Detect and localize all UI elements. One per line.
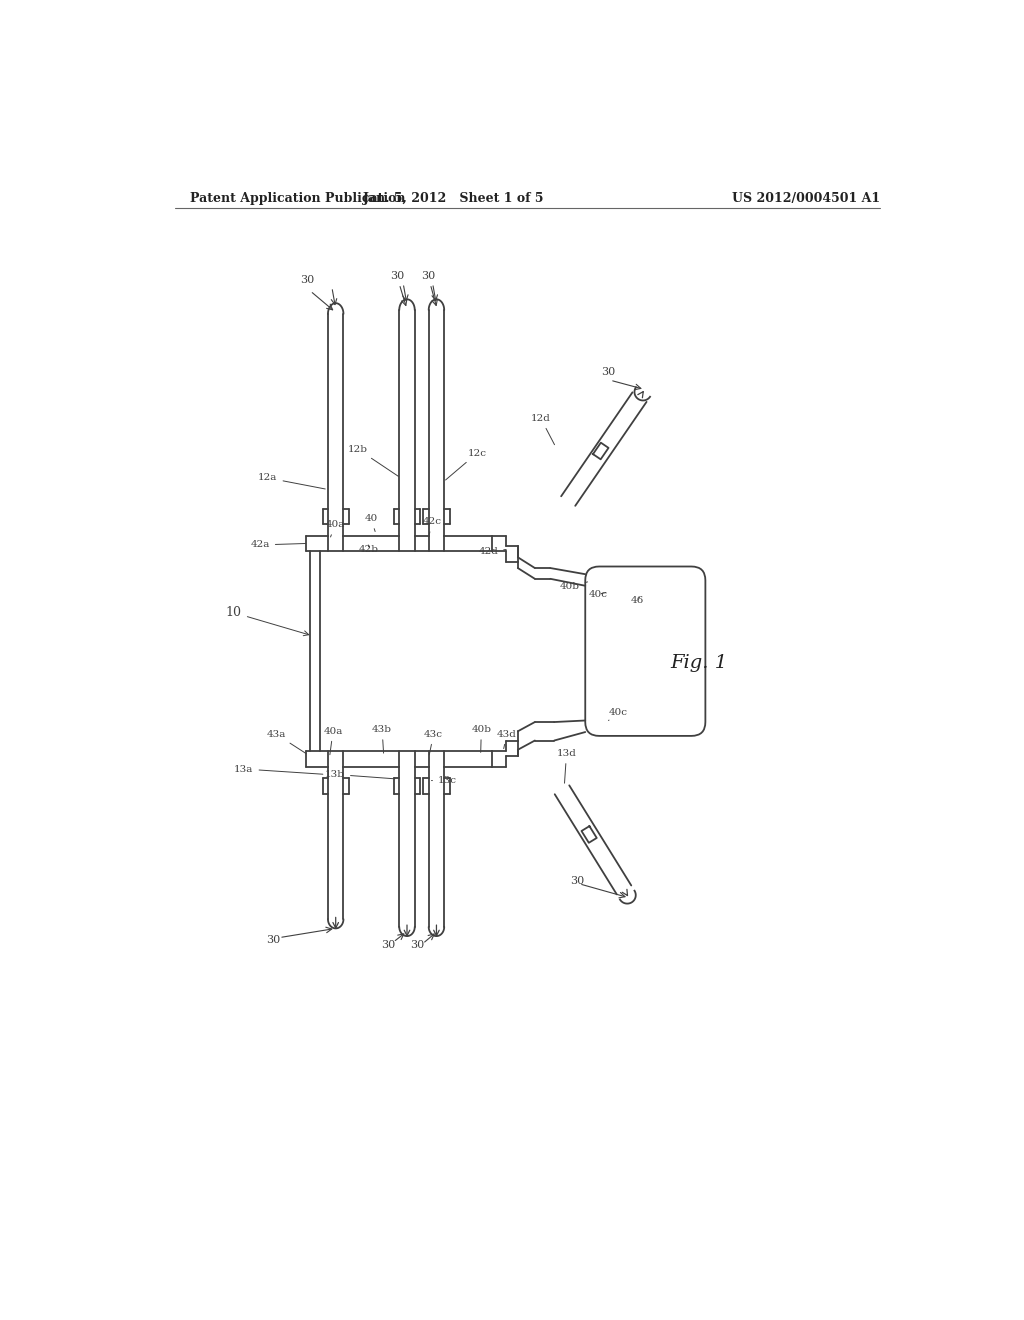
Text: 30: 30 <box>601 367 615 378</box>
Text: 30: 30 <box>266 935 281 945</box>
Text: 12c: 12c <box>445 449 486 480</box>
Text: 40a: 40a <box>326 520 345 537</box>
Text: 43c: 43c <box>424 730 443 755</box>
Text: 40c: 40c <box>589 590 608 599</box>
Text: 46: 46 <box>630 595 643 605</box>
Text: 43d: 43d <box>497 730 517 748</box>
Text: 13c: 13c <box>431 776 457 785</box>
Text: 12b: 12b <box>348 445 398 477</box>
Text: 30: 30 <box>300 275 314 285</box>
Polygon shape <box>593 442 608 459</box>
Text: Fig. 1: Fig. 1 <box>671 653 728 672</box>
Text: 10: 10 <box>226 606 309 636</box>
Text: US 2012/0004501 A1: US 2012/0004501 A1 <box>732 191 881 205</box>
Text: 40a: 40a <box>324 727 343 755</box>
Text: 42b: 42b <box>359 545 379 554</box>
FancyBboxPatch shape <box>586 566 706 737</box>
Text: 40: 40 <box>365 515 378 532</box>
Text: 13a: 13a <box>234 764 323 775</box>
Text: 43b: 43b <box>372 725 392 754</box>
Polygon shape <box>582 826 597 842</box>
Text: 40c: 40c <box>608 709 628 721</box>
Text: 42a: 42a <box>251 540 306 549</box>
Text: 30: 30 <box>390 271 404 281</box>
Text: 40b: 40b <box>471 725 492 752</box>
Text: 30: 30 <box>421 271 435 281</box>
Text: 13b: 13b <box>325 770 395 779</box>
Text: 42d: 42d <box>478 546 506 556</box>
Text: 30: 30 <box>381 940 395 950</box>
Text: Patent Application Publication: Patent Application Publication <box>190 191 406 205</box>
Text: 30: 30 <box>569 875 584 886</box>
Text: 13d: 13d <box>557 750 577 783</box>
Text: 42c: 42c <box>423 517 441 535</box>
Text: 40b: 40b <box>560 582 588 591</box>
Text: Jan. 5, 2012   Sheet 1 of 5: Jan. 5, 2012 Sheet 1 of 5 <box>362 191 544 205</box>
Text: 30: 30 <box>410 940 424 950</box>
Text: 43a: 43a <box>266 730 306 754</box>
Text: 12d: 12d <box>531 414 555 445</box>
Text: 12a: 12a <box>258 474 326 488</box>
